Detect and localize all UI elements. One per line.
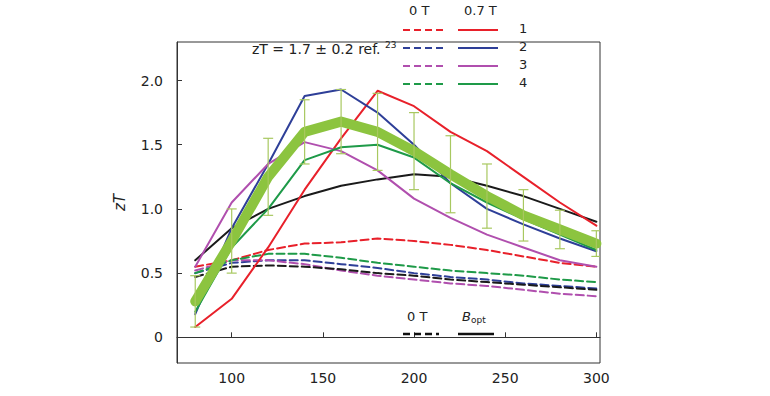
svg-text:0.7 T: 0.7 T <box>464 3 497 18</box>
svg-text:opt: opt <box>471 315 486 325</box>
svg-text:150: 150 <box>309 370 336 386</box>
svg-text:300: 300 <box>583 370 610 386</box>
svg-text:1: 1 <box>519 21 527 36</box>
svg-text:3: 3 <box>519 57 527 72</box>
svg-text:100: 100 <box>218 370 245 386</box>
svg-text:zT: zT <box>111 192 129 212</box>
svg-text:200: 200 <box>401 370 428 386</box>
svg-text:0 T: 0 T <box>409 3 429 18</box>
svg-text:B: B <box>462 309 471 324</box>
svg-text:0: 0 <box>154 329 163 345</box>
svg-text:2.0: 2.0 <box>141 73 163 89</box>
svg-text:4: 4 <box>519 75 527 90</box>
svg-text:1.0: 1.0 <box>141 201 163 217</box>
svg-text:0.5: 0.5 <box>141 265 163 281</box>
svg-text:0 T: 0 T <box>407 309 427 324</box>
svg-text:1.5: 1.5 <box>141 137 163 153</box>
svg-text:zT = 1.7 ± 0.2 ref.: zT = 1.7 ± 0.2 ref. <box>252 41 385 57</box>
svg-text:250: 250 <box>492 370 519 386</box>
svg-text:23: 23 <box>385 40 396 50</box>
svg-text:2: 2 <box>519 39 527 54</box>
